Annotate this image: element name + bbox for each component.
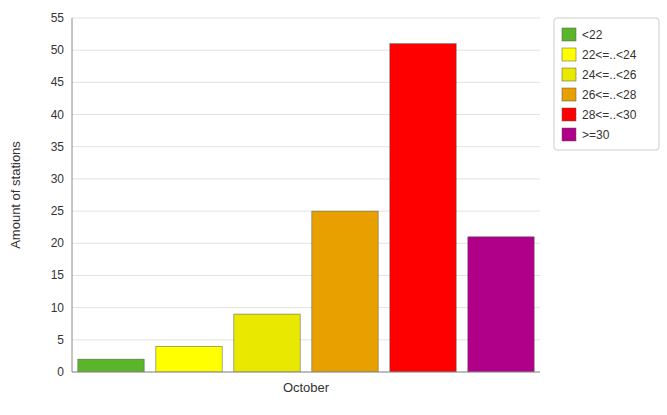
y-axis-label: Amount of stations (8, 141, 23, 249)
legend-swatch (562, 128, 576, 141)
legend-label: 22<=..<24 (582, 48, 637, 62)
y-tick-label: 35 (51, 140, 65, 154)
y-tick-label: 55 (51, 11, 65, 25)
legend: <22 22<=..<24 24<=..<26 26<=..<28 28<=..<30 >… (554, 18, 659, 150)
legend-swatch (562, 28, 576, 41)
bars (78, 44, 534, 372)
bar (156, 346, 222, 372)
y-tick-label: 40 (51, 108, 65, 122)
y-tick-label: 30 (51, 172, 65, 186)
legend-label: <22 (582, 28, 603, 42)
y-tick-label: 0 (57, 365, 64, 379)
bar (390, 44, 456, 372)
legend-box (554, 18, 659, 150)
x-tick-label: October (283, 380, 330, 395)
bar (78, 359, 144, 372)
grid-line (72, 114, 540, 115)
y-tick-label: 20 (51, 236, 65, 250)
grid-line (72, 82, 540, 83)
bar (234, 314, 300, 372)
grid-line (72, 18, 540, 19)
bar (312, 211, 378, 372)
chart: 0 5 10 15 20 25 30 35 40 45 50 55 Amount of stations… (0, 0, 667, 415)
grid-line (72, 146, 540, 147)
y-axis-line (72, 18, 73, 372)
y-tick-label: 5 (57, 333, 64, 347)
legend-label: 26<=..<28 (582, 88, 637, 102)
y-tick-label: 25 (51, 204, 65, 218)
y-axis: 0 5 10 15 20 25 30 35 40 45 50 55 (51, 11, 65, 379)
legend-swatch (562, 48, 576, 61)
legend-label: 24<=..<26 (582, 68, 637, 82)
legend-label: >=30 (582, 128, 610, 142)
y-tick-label: 50 (51, 43, 65, 57)
y-tick-label: 10 (51, 301, 65, 315)
x-axis-line (72, 372, 540, 373)
y-tick-label: 45 (51, 75, 65, 89)
grid-line (72, 178, 540, 179)
legend-swatch (562, 88, 576, 101)
legend-swatch (562, 108, 576, 121)
legend-label: 28<=..<30 (582, 108, 637, 122)
legend-swatch (562, 68, 576, 81)
bar (468, 237, 534, 372)
grid (72, 18, 540, 372)
y-tick-label: 15 (51, 268, 65, 282)
grid-line (72, 372, 540, 373)
grid-line (72, 211, 540, 212)
grid-line (72, 50, 540, 51)
chart-container: 0 5 10 15 20 25 30 35 40 45 50 55 Amount of stations… (0, 0, 667, 415)
